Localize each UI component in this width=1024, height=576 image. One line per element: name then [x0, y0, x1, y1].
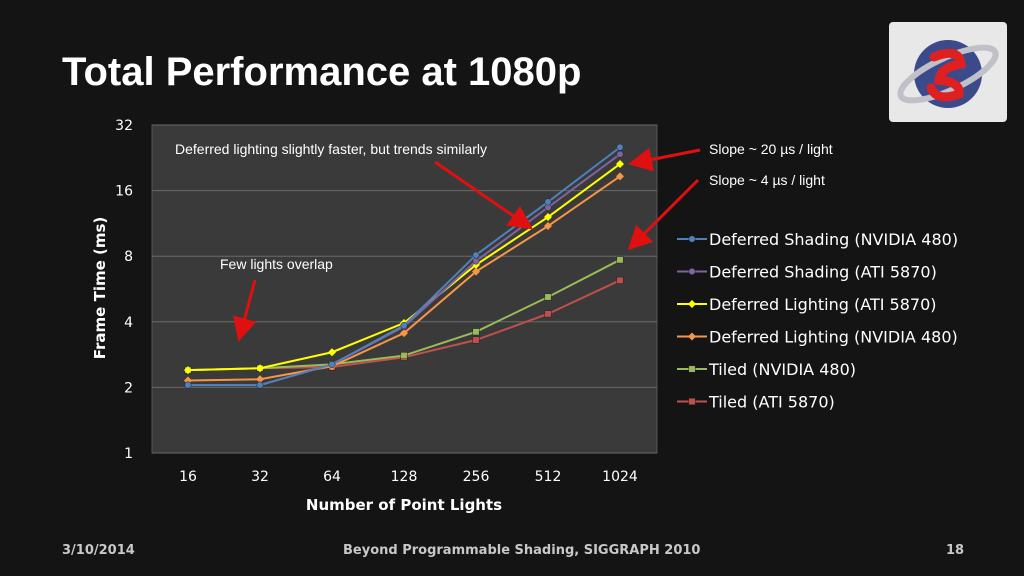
legend-marker	[688, 332, 696, 341]
data-point	[328, 348, 336, 357]
data-point	[184, 366, 192, 375]
arrow-few-lights	[233, 279, 257, 342]
arrow-deferred-faster	[434, 160, 533, 230]
footer-page-number: 18	[946, 543, 965, 558]
legend-entry: Deferred Shading (NVIDIA 480)	[709, 230, 958, 249]
annotation-deferred-faster: Deferred lighting slightly faster, but t…	[175, 141, 487, 157]
y-tick-label: 8	[124, 249, 133, 265]
y-tick-label: 32	[115, 118, 133, 134]
legend-marker	[688, 235, 696, 243]
y-tick-label: 4	[124, 315, 133, 331]
arrow-slope-20	[628, 147, 701, 172]
legend-marker	[688, 398, 696, 405]
data-point	[544, 213, 552, 222]
data-point	[400, 329, 408, 338]
data-point	[616, 143, 624, 151]
series-lines	[184, 143, 624, 389]
data-point	[544, 198, 552, 206]
data-point	[400, 321, 408, 329]
y-tick-label: 16	[115, 184, 133, 200]
y-axis: 1 2 4 8 16 32	[115, 118, 133, 462]
data-point	[256, 375, 264, 384]
data-point	[256, 381, 264, 389]
data-point	[544, 222, 552, 231]
data-point	[472, 251, 480, 259]
legend: Deferred Shading (NVIDIA 480) Deferred Sh…	[677, 230, 958, 412]
data-point	[616, 172, 624, 181]
x-tick-label: 512	[535, 469, 562, 485]
arrow-slope-4	[627, 178, 700, 251]
annotation-slope-4: Slope ~ 4 µs / light	[709, 172, 825, 188]
data-point	[544, 293, 552, 301]
legend-entry: Deferred Lighting (NVIDIA 480)	[709, 328, 958, 347]
data-point	[472, 336, 480, 344]
annotation-slope-20: Slope ~ 20 µs / light	[709, 141, 833, 157]
x-tick-label: 256	[463, 469, 490, 485]
legend-entry: Tiled (ATI 5870)	[708, 393, 835, 412]
siggraph-swirl-logo-icon	[889, 22, 1007, 122]
data-point	[184, 381, 192, 389]
x-tick-label: 64	[323, 469, 341, 485]
legend-entry: Deferred Lighting (ATI 5870)	[709, 295, 937, 314]
slide-title: Total Performance at 1080p	[62, 50, 582, 94]
data-point	[616, 276, 624, 284]
data-point	[472, 267, 480, 276]
x-tick-label: 16	[179, 469, 197, 485]
plot-area	[151, 124, 658, 454]
y-tick-label: 1	[124, 446, 133, 462]
x-tick-label: 1024	[602, 469, 638, 485]
annotation-few-lights: Few lights overlap	[220, 256, 333, 272]
data-point	[472, 328, 480, 336]
data-point	[616, 256, 624, 264]
legend-marker	[688, 268, 696, 275]
data-point	[616, 150, 624, 158]
footer-center: Beyond Programmable Shading, SIGGRAPH 20…	[343, 543, 701, 558]
data-point	[328, 360, 336, 368]
y-tick-label: 2	[124, 380, 133, 396]
data-point	[544, 310, 552, 318]
x-tick-label: 32	[251, 469, 269, 485]
legend-marker	[688, 365, 696, 373]
data-point	[400, 352, 408, 360]
x-tick-label: 128	[391, 469, 418, 485]
x-axis: 16 32 64 128 256 512 1024	[179, 469, 638, 485]
legend-entry: Tiled (NVIDIA 480)	[708, 360, 856, 379]
x-axis-label: Number of Point Lights	[306, 496, 502, 514]
y-axis-label: Frame Time (ms)	[91, 217, 109, 360]
data-point	[616, 159, 624, 168]
data-point	[472, 257, 480, 265]
legend-entry: Deferred Shading (ATI 5870)	[709, 263, 937, 282]
footer-date: 3/10/2014	[62, 543, 135, 558]
legend-marker	[688, 300, 696, 308]
data-point	[256, 364, 264, 373]
